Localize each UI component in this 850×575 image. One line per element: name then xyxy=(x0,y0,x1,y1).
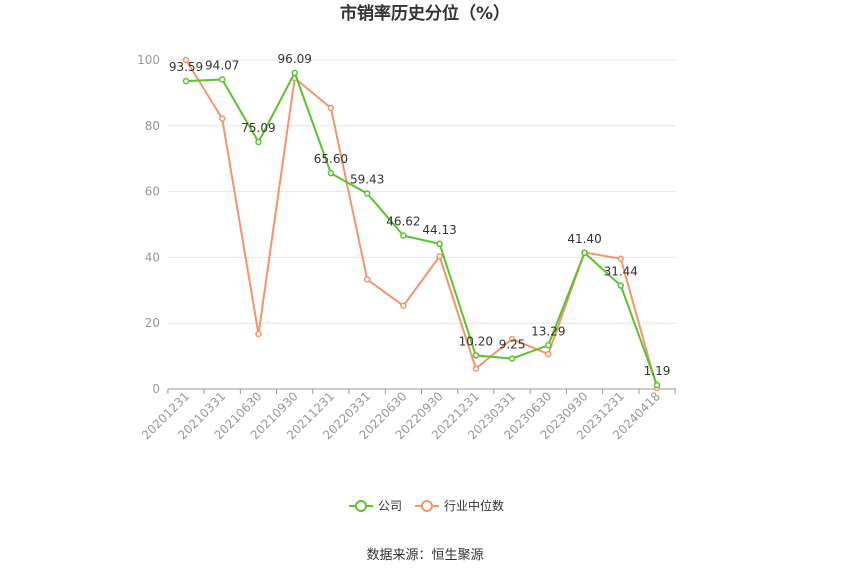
series-point-0[interactable] xyxy=(327,169,335,177)
series-point-0[interactable] xyxy=(472,352,480,359)
legend-marker xyxy=(421,500,433,512)
data-label: 44.13 xyxy=(422,223,456,237)
series-point-1[interactable] xyxy=(472,365,480,372)
series-point-0[interactable] xyxy=(291,69,298,77)
series-point-1[interactable] xyxy=(255,330,262,338)
legend-item-label[interactable]: 行业中位数 xyxy=(444,498,504,513)
series-point-0[interactable] xyxy=(508,355,516,362)
legend[interactable]: 公司 行业中位数 xyxy=(349,498,504,513)
y-tick-label: 0 xyxy=(152,382,160,396)
series-point-1[interactable] xyxy=(545,350,552,358)
data-label: 41.40 xyxy=(567,232,601,246)
series-point-0[interactable] xyxy=(218,76,226,83)
data-label: 10.20 xyxy=(459,334,493,348)
data-label: 94.07 xyxy=(205,59,239,73)
series-point-1[interactable] xyxy=(436,253,443,260)
series-layer xyxy=(182,56,661,392)
series-point-0[interactable] xyxy=(653,381,661,389)
data-label: 46.62 xyxy=(386,215,420,229)
data-label: 59.43 xyxy=(350,172,384,186)
chart-title: 市销率历史分位（%） xyxy=(340,3,510,24)
legend-item-label[interactable]: 公司 xyxy=(378,499,402,513)
series-point-1[interactable] xyxy=(182,56,190,64)
data-label: 96.09 xyxy=(278,52,312,66)
series-point-0[interactable] xyxy=(363,190,371,197)
y-tick-label: 20 xyxy=(145,316,160,330)
series-point-0[interactable] xyxy=(182,77,190,85)
y-tick-label: 60 xyxy=(145,185,160,199)
y-tick-label: 80 xyxy=(145,119,160,133)
series-point-1[interactable] xyxy=(617,255,625,262)
series-point-0[interactable] xyxy=(436,240,443,248)
data-label: 65.60 xyxy=(314,152,348,166)
series-point-1[interactable] xyxy=(327,104,335,112)
x-axis: 2020123120210331202106302021093020211231… xyxy=(139,388,676,442)
y-tick-label: 40 xyxy=(145,250,160,264)
series-point-0[interactable] xyxy=(255,138,262,146)
series-line-0 xyxy=(185,71,658,386)
data-label: 1.19 xyxy=(644,364,671,378)
series-point-1[interactable] xyxy=(508,335,516,343)
series-point-1[interactable] xyxy=(363,276,371,283)
data-label: 75.09 xyxy=(241,121,275,135)
series-point-1[interactable] xyxy=(400,302,407,310)
series-point-0[interactable] xyxy=(545,342,552,349)
data-label: 93.59 xyxy=(169,60,203,74)
series-point-0[interactable] xyxy=(617,282,625,289)
data-label: 9.25 xyxy=(499,338,526,352)
data-label: 13.29 xyxy=(531,324,565,338)
y-tick-label: 100 xyxy=(137,53,160,67)
y-axis: 0 20 40 60 80 100 xyxy=(137,53,160,396)
data-label: 31.44 xyxy=(604,265,638,279)
source-note: 数据来源：恒生聚源 xyxy=(366,548,483,563)
series-point-0[interactable] xyxy=(400,232,407,239)
series-point-1[interactable] xyxy=(218,115,226,122)
series-point-0[interactable] xyxy=(581,249,588,257)
legend-marker xyxy=(355,500,367,512)
